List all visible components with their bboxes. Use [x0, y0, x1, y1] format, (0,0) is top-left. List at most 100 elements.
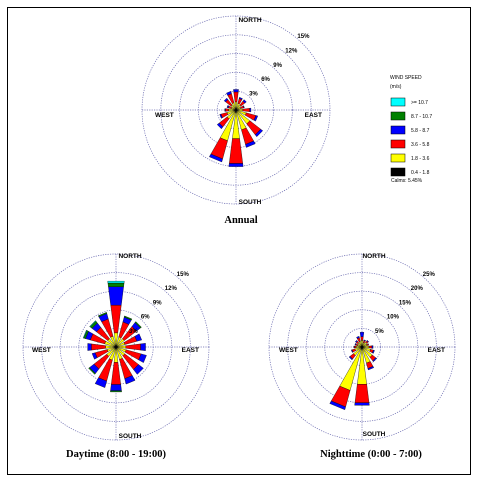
- wind-rose-annual: 3% 6% 9% 12% 15% NORTH SOUTH EAST WEST: [141, 15, 331, 206]
- ring-label: 5%: [375, 329, 384, 335]
- sector-4-bin-3: [140, 343, 146, 351]
- direction-label-w: WEST: [32, 347, 51, 354]
- sector-8-bin-2: [354, 384, 370, 403]
- direction-label-w: WEST: [279, 347, 298, 354]
- sector-15-bin-3: [226, 91, 232, 96]
- sector-0-bin-2: [110, 304, 122, 334]
- sector-12-bin-3: [224, 108, 226, 112]
- ring-label: 9%: [153, 300, 162, 306]
- sector-13-bin-3: [354, 343, 357, 346]
- sector-0-bin-3: [233, 89, 239, 93]
- legend-item-label: 8.7 - 10.7: [411, 114, 432, 120]
- sector-8-bin-3: [110, 384, 122, 391]
- ring-label: 12%: [165, 286, 178, 292]
- sector-12-bin-2: [354, 345, 357, 349]
- sector-12-bin-2: [91, 343, 106, 351]
- sector-1-bin-4: [123, 315, 133, 321]
- sector-8-bin-3: [354, 402, 370, 406]
- legend-title: WIND SPEED: [390, 75, 422, 81]
- sector-2-bin-4: [134, 321, 142, 329]
- direction-label-e: EAST: [182, 347, 199, 354]
- sector-6-bin-3: [254, 128, 264, 138]
- sector-8-bin-2: [111, 362, 121, 385]
- ring-label: 3%: [129, 329, 138, 335]
- wind-speed-legend: WIND SPEED (m/s) Calms: 5.45% >= 10.7 8.7…: [390, 75, 432, 184]
- sector-15-bin-4: [97, 312, 108, 318]
- sector-15-bin-3: [356, 336, 360, 339]
- sector-0-bin-4: [107, 282, 125, 287]
- sector-13-bin-5: [82, 329, 88, 339]
- direction-label-s: SOUTH: [239, 199, 262, 206]
- sector-2-bin-3: [366, 339, 370, 343]
- sector-4-bin-2: [368, 345, 373, 349]
- ring-label: 15%: [399, 300, 412, 306]
- sector-5-bin-3: [253, 115, 258, 122]
- ring-label: 15%: [297, 34, 310, 40]
- ring-label: 6%: [141, 315, 150, 321]
- sector-11-bin-3: [351, 349, 354, 353]
- ring-label: 12%: [285, 48, 298, 54]
- wind-rose-nighttime: 5% 10% 15% 20% 25% NORTH SOUTH EAST WEST: [268, 253, 456, 441]
- sector-10-bin-4: [88, 367, 96, 375]
- sector-0-bin-3: [359, 332, 365, 337]
- sector-1-bin-3: [238, 97, 243, 100]
- direction-label-n: NORTH: [118, 253, 141, 260]
- sector-8-bin-2: [229, 138, 243, 164]
- sector-8-bin-4: [110, 390, 122, 393]
- direction-label-n: NORTH: [238, 17, 261, 24]
- sector-14-bin-5: [89, 320, 97, 328]
- legend-item-label: >= 10.7: [411, 100, 428, 106]
- sector-5-bin-3: [372, 349, 375, 354]
- sector-2-bin-3: [242, 99, 247, 104]
- sector-8-bin-3: [228, 163, 244, 167]
- legend-swatch: [390, 167, 406, 177]
- ring-label: 10%: [387, 315, 400, 321]
- legend-item-label: 5.8 - 8.7: [411, 128, 430, 134]
- sector-14-bin-3: [223, 97, 229, 103]
- sector-6-bin-3: [133, 364, 144, 375]
- ring-label: 20%: [411, 286, 424, 292]
- caption-annual: Annual: [224, 215, 257, 226]
- direction-label-w: WEST: [155, 112, 174, 119]
- legend-item-label: 1.8 - 3.6: [411, 156, 430, 162]
- ring-circle: [179, 53, 293, 167]
- sector-11-bin-3: [91, 352, 98, 360]
- sector-0-bin-3: [108, 286, 124, 306]
- legend-swatch: [390, 97, 406, 107]
- sector-10-bin-3: [348, 356, 353, 361]
- figure-frame: [7, 7, 471, 475]
- legend-item-label: 0.4 - 1.8: [411, 170, 430, 176]
- sector-3-bin-3: [242, 105, 245, 109]
- ring-label: 15%: [177, 272, 190, 278]
- direction-label-e: EAST: [428, 347, 445, 354]
- ring-label: 6%: [261, 77, 270, 83]
- sector-7-bin-3: [367, 366, 375, 371]
- legend-swatch: [390, 153, 406, 163]
- sector-3-bin-3: [367, 343, 370, 346]
- legend-swatch: [390, 111, 406, 121]
- sector-14-bin-3: [354, 339, 358, 343]
- sector-0-bin-2: [233, 91, 239, 103]
- sector-4-bin-2: [125, 343, 141, 351]
- ring-circle: [287, 272, 437, 422]
- sector-4-bin-2: [242, 108, 250, 112]
- ring-label: 9%: [273, 63, 282, 69]
- sector-4-bin-3: [371, 345, 374, 349]
- legend-swatch: [390, 139, 406, 149]
- sector-9-bin-3: [329, 400, 346, 411]
- sector-10-bin-3: [216, 122, 224, 130]
- ring-label: 25%: [423, 272, 436, 278]
- caption-daytime: Daytime (8:00 - 19:00): [66, 449, 167, 460]
- sector-4-bin-3: [249, 107, 252, 113]
- sector-7-bin-3: [245, 140, 256, 148]
- wind-rose-daytime: 3% 6% 9% 12% 15% NORTH SOUTH EAST WEST: [22, 253, 210, 441]
- legend-units: (m/s): [390, 84, 402, 90]
- sector-12-bin-2: [225, 108, 229, 112]
- sector-9-bin-3: [94, 377, 107, 388]
- caption-nighttime: Nighttime (0:00 - 7:00): [320, 449, 422, 460]
- sector-6-bin-3: [372, 357, 377, 362]
- direction-label-s: SOUTH: [119, 433, 142, 440]
- sector-5-bin-3: [138, 353, 147, 363]
- direction-label-n: NORTH: [362, 253, 385, 260]
- sector-12-bin-3: [87, 343, 92, 351]
